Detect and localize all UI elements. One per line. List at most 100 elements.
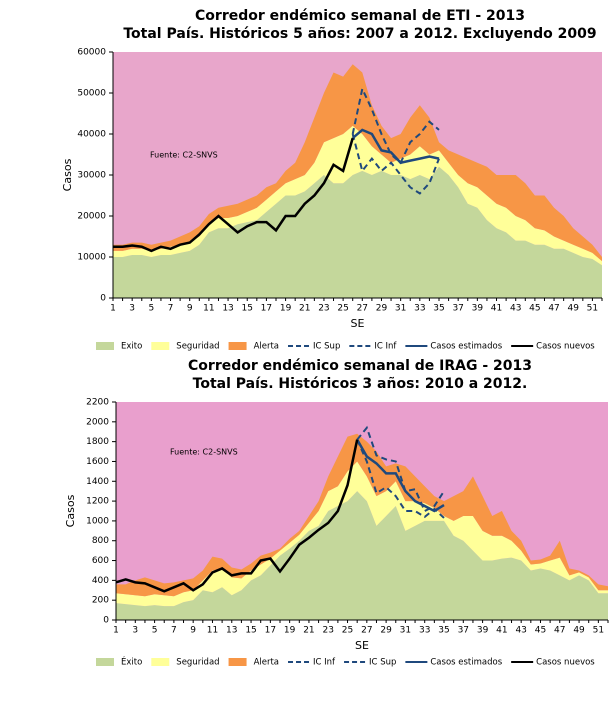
x-tick-label: 7 (171, 626, 177, 636)
x-tick-label: 1 (110, 304, 116, 314)
legend-swatch (96, 658, 114, 666)
legend-label: Casos nuevos (536, 342, 595, 352)
legend-swatch (151, 658, 170, 666)
legend-swatch (151, 342, 170, 350)
x-tick-label: 49 (568, 304, 580, 314)
x-tick-label: 23 (318, 304, 329, 314)
x-tick-label: 45 (529, 304, 540, 314)
y-tick-label: 1800 (86, 437, 109, 447)
x-tick-label: 27 (357, 304, 368, 314)
legend-label: Seguridad (176, 342, 219, 352)
x-tick-label: 43 (515, 626, 526, 636)
legend-label: Casos estimados (430, 342, 502, 352)
x-tick-label: 47 (554, 626, 565, 636)
y-tick-label: 20000 (77, 212, 106, 222)
x-tick-label: 29 (380, 626, 392, 636)
y-tick-label: 2200 (86, 398, 109, 408)
x-tick-label: 1 (113, 626, 119, 636)
legend-label: IC Inf (313, 658, 336, 668)
y-tick-label: 600 (92, 556, 109, 566)
area (116, 433, 608, 597)
legend-label: IC Sup (369, 658, 396, 668)
x-tick-label: 45 (535, 626, 546, 636)
legend-label: Éxito (121, 656, 142, 668)
area (113, 166, 602, 298)
x-tick-label: 15 (242, 304, 253, 314)
line (115, 439, 359, 593)
x-tick-label: 29 (376, 304, 388, 314)
line (351, 133, 440, 195)
chart-subtitle: Total País. Históricos 5 años: 2007 a 20… (123, 26, 596, 42)
x-tick-label: 33 (414, 304, 425, 314)
legend-swatch (228, 342, 247, 350)
chart: Corredor endémico semanal de IRAG - 2013… (64, 358, 609, 668)
x-tick-label: 9 (190, 626, 196, 636)
x-tick-label: 37 (458, 626, 469, 636)
x-tick-label: 25 (342, 626, 353, 636)
legend-label: Exito (121, 342, 142, 352)
x-tick-label: 9 (187, 304, 193, 314)
x-tick-label: 39 (477, 626, 489, 636)
x-axis-title: SE (355, 639, 369, 652)
y-tick-label: 1200 (86, 497, 109, 507)
x-tick-label: 37 (452, 304, 463, 314)
x-tick-label: 39 (472, 304, 484, 314)
x-tick-label: 11 (207, 626, 218, 636)
line (351, 128, 440, 165)
legend-swatch (96, 342, 114, 350)
y-axis-title: Casos (61, 158, 74, 191)
area (113, 64, 602, 262)
x-tick-label: 51 (593, 626, 604, 636)
legend-label: Alerta (254, 658, 279, 668)
chart-subtitle: Total País. Históricos 3 años: 2010 a 20… (193, 376, 528, 392)
legend-label: Casos nuevos (536, 658, 595, 668)
x-tick-label: 19 (280, 304, 292, 314)
x-tick-label: 21 (303, 626, 314, 636)
legend-label: Casos estimados (430, 658, 502, 668)
y-tick-label: 1400 (86, 477, 109, 487)
legend-label: IC Sup (313, 342, 340, 352)
x-tick-label: 31 (395, 304, 406, 314)
line (113, 137, 354, 253)
x-tick-label: 3 (132, 626, 138, 636)
x-tick-label: 47 (548, 304, 559, 314)
x-tick-label: 41 (491, 304, 502, 314)
x-tick-label: 49 (573, 626, 585, 636)
y-tick-label: 2000 (86, 417, 109, 427)
x-tick-label: 13 (222, 304, 233, 314)
y-axis-title: Casos (64, 494, 77, 527)
x-tick-label: 33 (419, 626, 430, 636)
x-tick-label: 51 (587, 304, 598, 314)
x-axis-title: SE (351, 317, 365, 330)
y-tick-label: 1600 (86, 457, 109, 467)
y-tick-label: 0 (103, 616, 109, 626)
y-tick-label: 10000 (77, 253, 106, 263)
chart: Corredor endémico semanal de ETI - 2013 T… (61, 8, 603, 352)
legend-swatch (228, 658, 247, 666)
x-tick-label: 25 (337, 304, 348, 314)
area (116, 461, 608, 607)
x-tick-label: 41 (496, 626, 507, 636)
x-tick-label: 15 (245, 626, 256, 636)
y-tick-label: 30000 (77, 171, 106, 181)
x-tick-label: 21 (299, 304, 310, 314)
y-tick-label: 60000 (77, 48, 106, 58)
annotation: Fuente: C2-SNVS (150, 151, 218, 160)
x-tick-label: 3 (129, 304, 135, 314)
annotation: Fuente: C2-SNVS (170, 448, 238, 457)
line (356, 439, 445, 513)
x-tick-label: 19 (284, 626, 296, 636)
legend-label: Alerta (254, 342, 279, 352)
x-tick-label: 5 (152, 626, 158, 636)
x-tick-label: 7 (168, 304, 174, 314)
legend-label: IC Inf (374, 342, 397, 352)
y-tick-label: 50000 (77, 89, 106, 99)
x-tick-label: 11 (203, 304, 214, 314)
x-tick-label: 27 (361, 626, 372, 636)
x-tick-label: 35 (438, 626, 449, 636)
y-tick-label: 200 (92, 596, 109, 606)
x-tick-label: 17 (265, 626, 276, 636)
x-tick-label: 43 (510, 304, 521, 314)
y-tick-label: 0 (100, 294, 106, 304)
